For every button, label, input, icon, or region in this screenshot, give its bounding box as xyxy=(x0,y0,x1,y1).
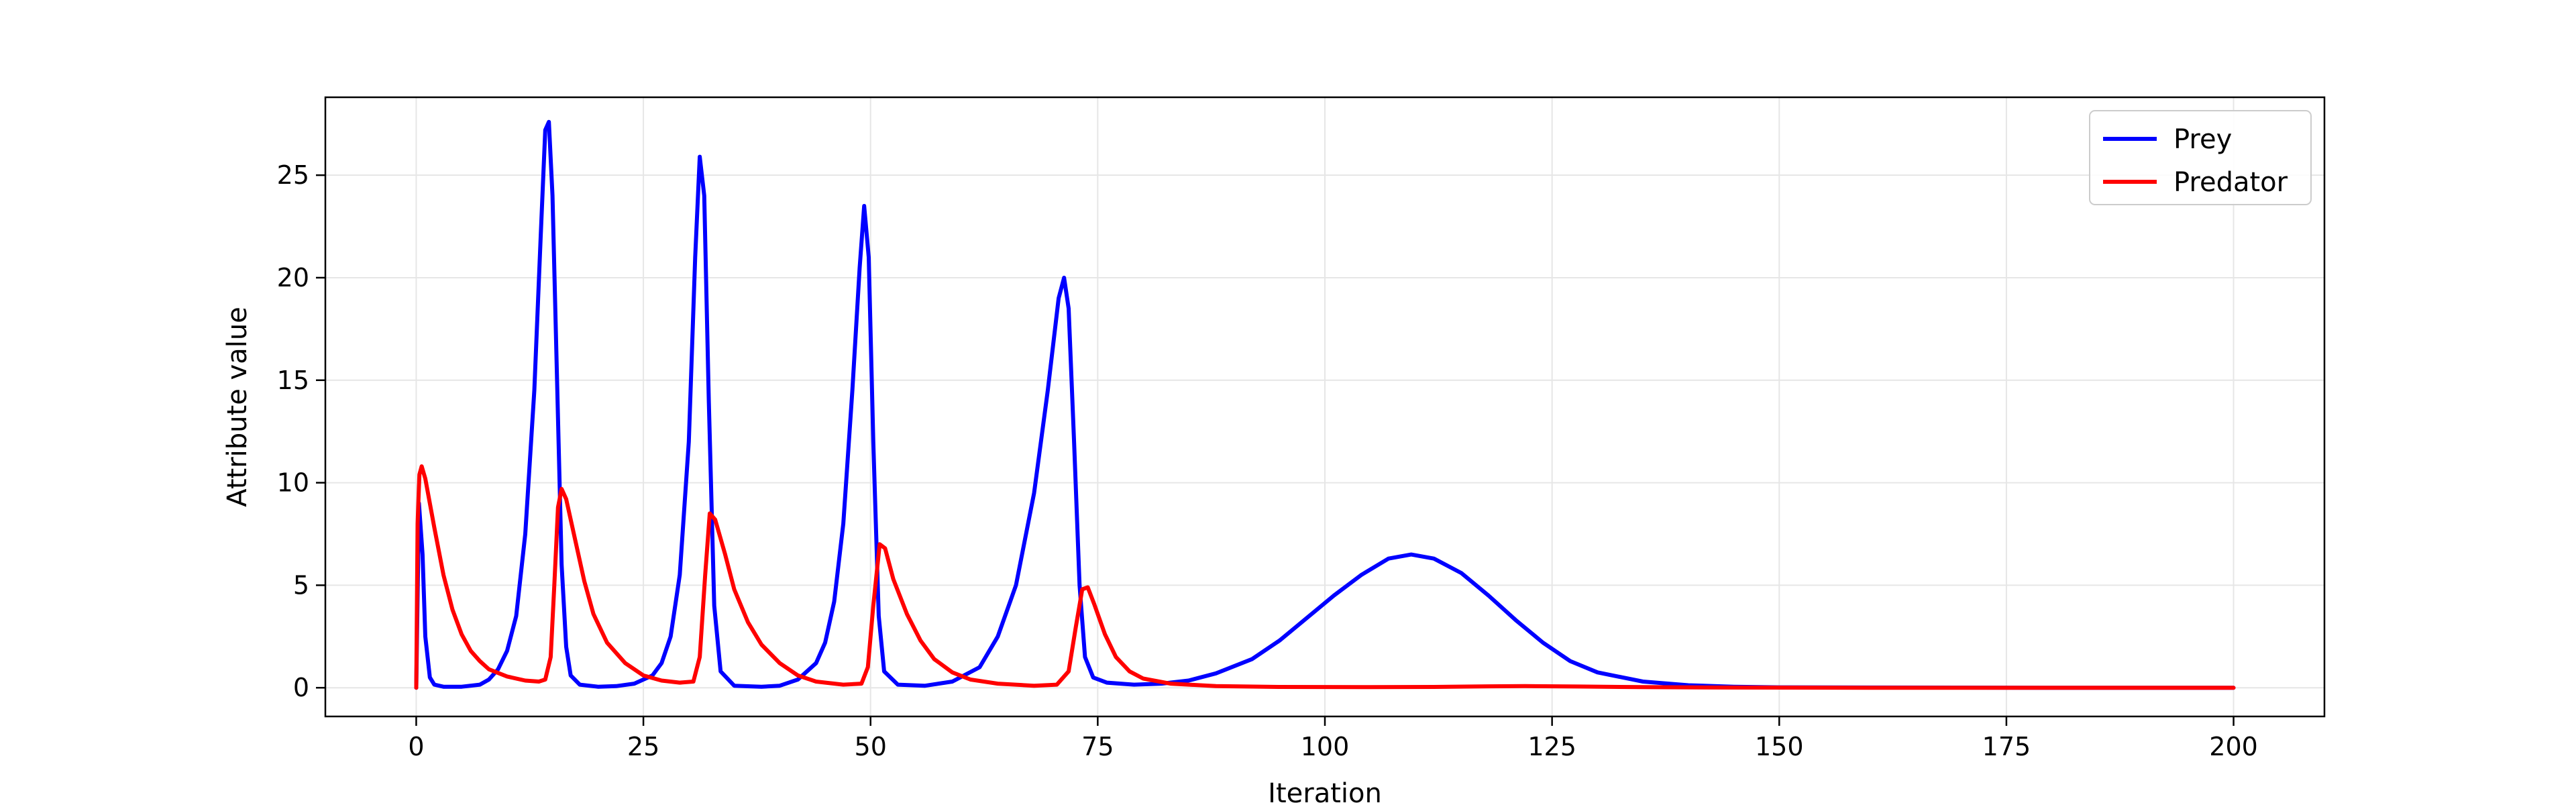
series-line-prey xyxy=(414,119,2236,690)
y-tick-label: 15 xyxy=(277,366,309,395)
legend-label-predator: Predator xyxy=(2174,167,2288,198)
x-tick-label: 25 xyxy=(627,732,659,761)
x-tick-label: 175 xyxy=(1982,732,2031,761)
legend: Prey Predator xyxy=(2089,110,2312,205)
y-tick-label: 20 xyxy=(277,263,309,292)
x-tick-label: 50 xyxy=(855,732,887,761)
y-tick-label: 25 xyxy=(277,160,309,190)
series-line-predator xyxy=(414,464,2236,690)
x-axis-label: Iteration xyxy=(1268,778,1382,805)
x-tick-label: 0 xyxy=(408,732,424,761)
x-tick-label: 150 xyxy=(1755,732,1804,761)
y-axis: 0 5 10 15 20 25 xyxy=(277,160,325,702)
legend-label-prey: Prey xyxy=(2174,124,2232,155)
y-tick-label: 0 xyxy=(293,673,309,702)
x-tick-label: 200 xyxy=(2209,732,2258,761)
y-tick-label: 10 xyxy=(277,468,309,498)
x-tick-label: 100 xyxy=(1301,732,1350,761)
series-layer xyxy=(414,119,2236,690)
x-axis: 0 25 50 75 100 125 150 175 200 xyxy=(408,716,2258,761)
x-tick-label: 125 xyxy=(1527,732,1576,761)
y-axis-label: Attribute value xyxy=(222,307,253,507)
x-tick-label: 75 xyxy=(1081,732,1114,761)
y-tick-label: 5 xyxy=(293,570,309,600)
